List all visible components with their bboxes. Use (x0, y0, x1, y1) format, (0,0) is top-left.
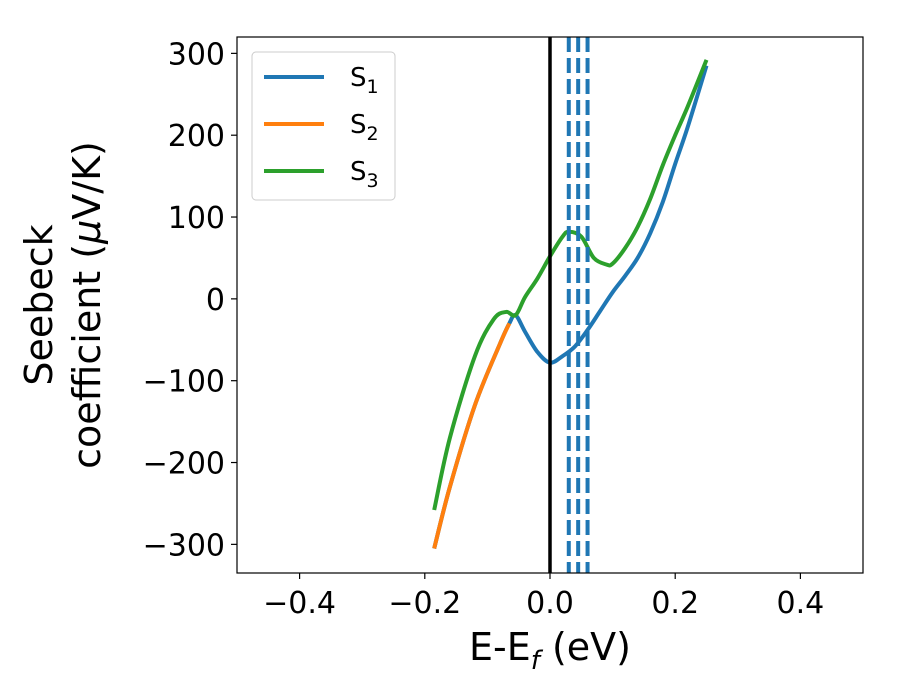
x-axis-title-main: E-E (469, 625, 531, 669)
legend-label-s1: S1 (350, 63, 379, 98)
x-axis-ticks: −0.4 −0.2 0.0 0.2 0.4 (263, 573, 824, 621)
y-axis-title-pre: coefficient ( (65, 244, 109, 469)
plot-content (432, 37, 709, 573)
y-axis-title-mu: μ (65, 220, 109, 245)
y-tick-label: 100 (168, 201, 225, 236)
series-line-s2 (432, 322, 512, 549)
x-tick-label: −0.2 (388, 586, 461, 621)
x-tick-label: 0.4 (777, 586, 825, 621)
x-axis-title: E-Ef (eV) (469, 625, 631, 676)
y-tick-label: −100 (143, 365, 225, 400)
y-axis-title-post: V/K) (65, 141, 109, 220)
x-tick-label: 0.0 (526, 586, 574, 621)
y-tick-label: 200 (168, 119, 225, 154)
y-tick-label: 0 (206, 283, 225, 318)
x-tick-label: −0.4 (263, 586, 336, 621)
y-axis-ticks: −300 −200 −100 0 100 200 300 (143, 37, 237, 563)
series-line-s3 (432, 59, 709, 511)
x-tick-label: 0.2 (651, 586, 699, 621)
y-axis-title: Seebeck coefficient (μV/K) (17, 141, 109, 469)
legend-label-s3: S3 (350, 157, 379, 192)
y-tick-label: −200 (143, 447, 225, 482)
x-axis-title-unit: (eV) (540, 625, 631, 669)
y-axis-title-line2: coefficient (μV/K) (65, 141, 109, 469)
series-line-s1 (432, 65, 709, 549)
y-axis-title-line1: Seebeck (17, 224, 61, 385)
y-tick-label: 300 (168, 37, 225, 72)
legend: S1 S2 S3 (251, 51, 396, 201)
legend-label-s2: S2 (350, 110, 379, 145)
y-tick-label: −300 (143, 528, 225, 563)
